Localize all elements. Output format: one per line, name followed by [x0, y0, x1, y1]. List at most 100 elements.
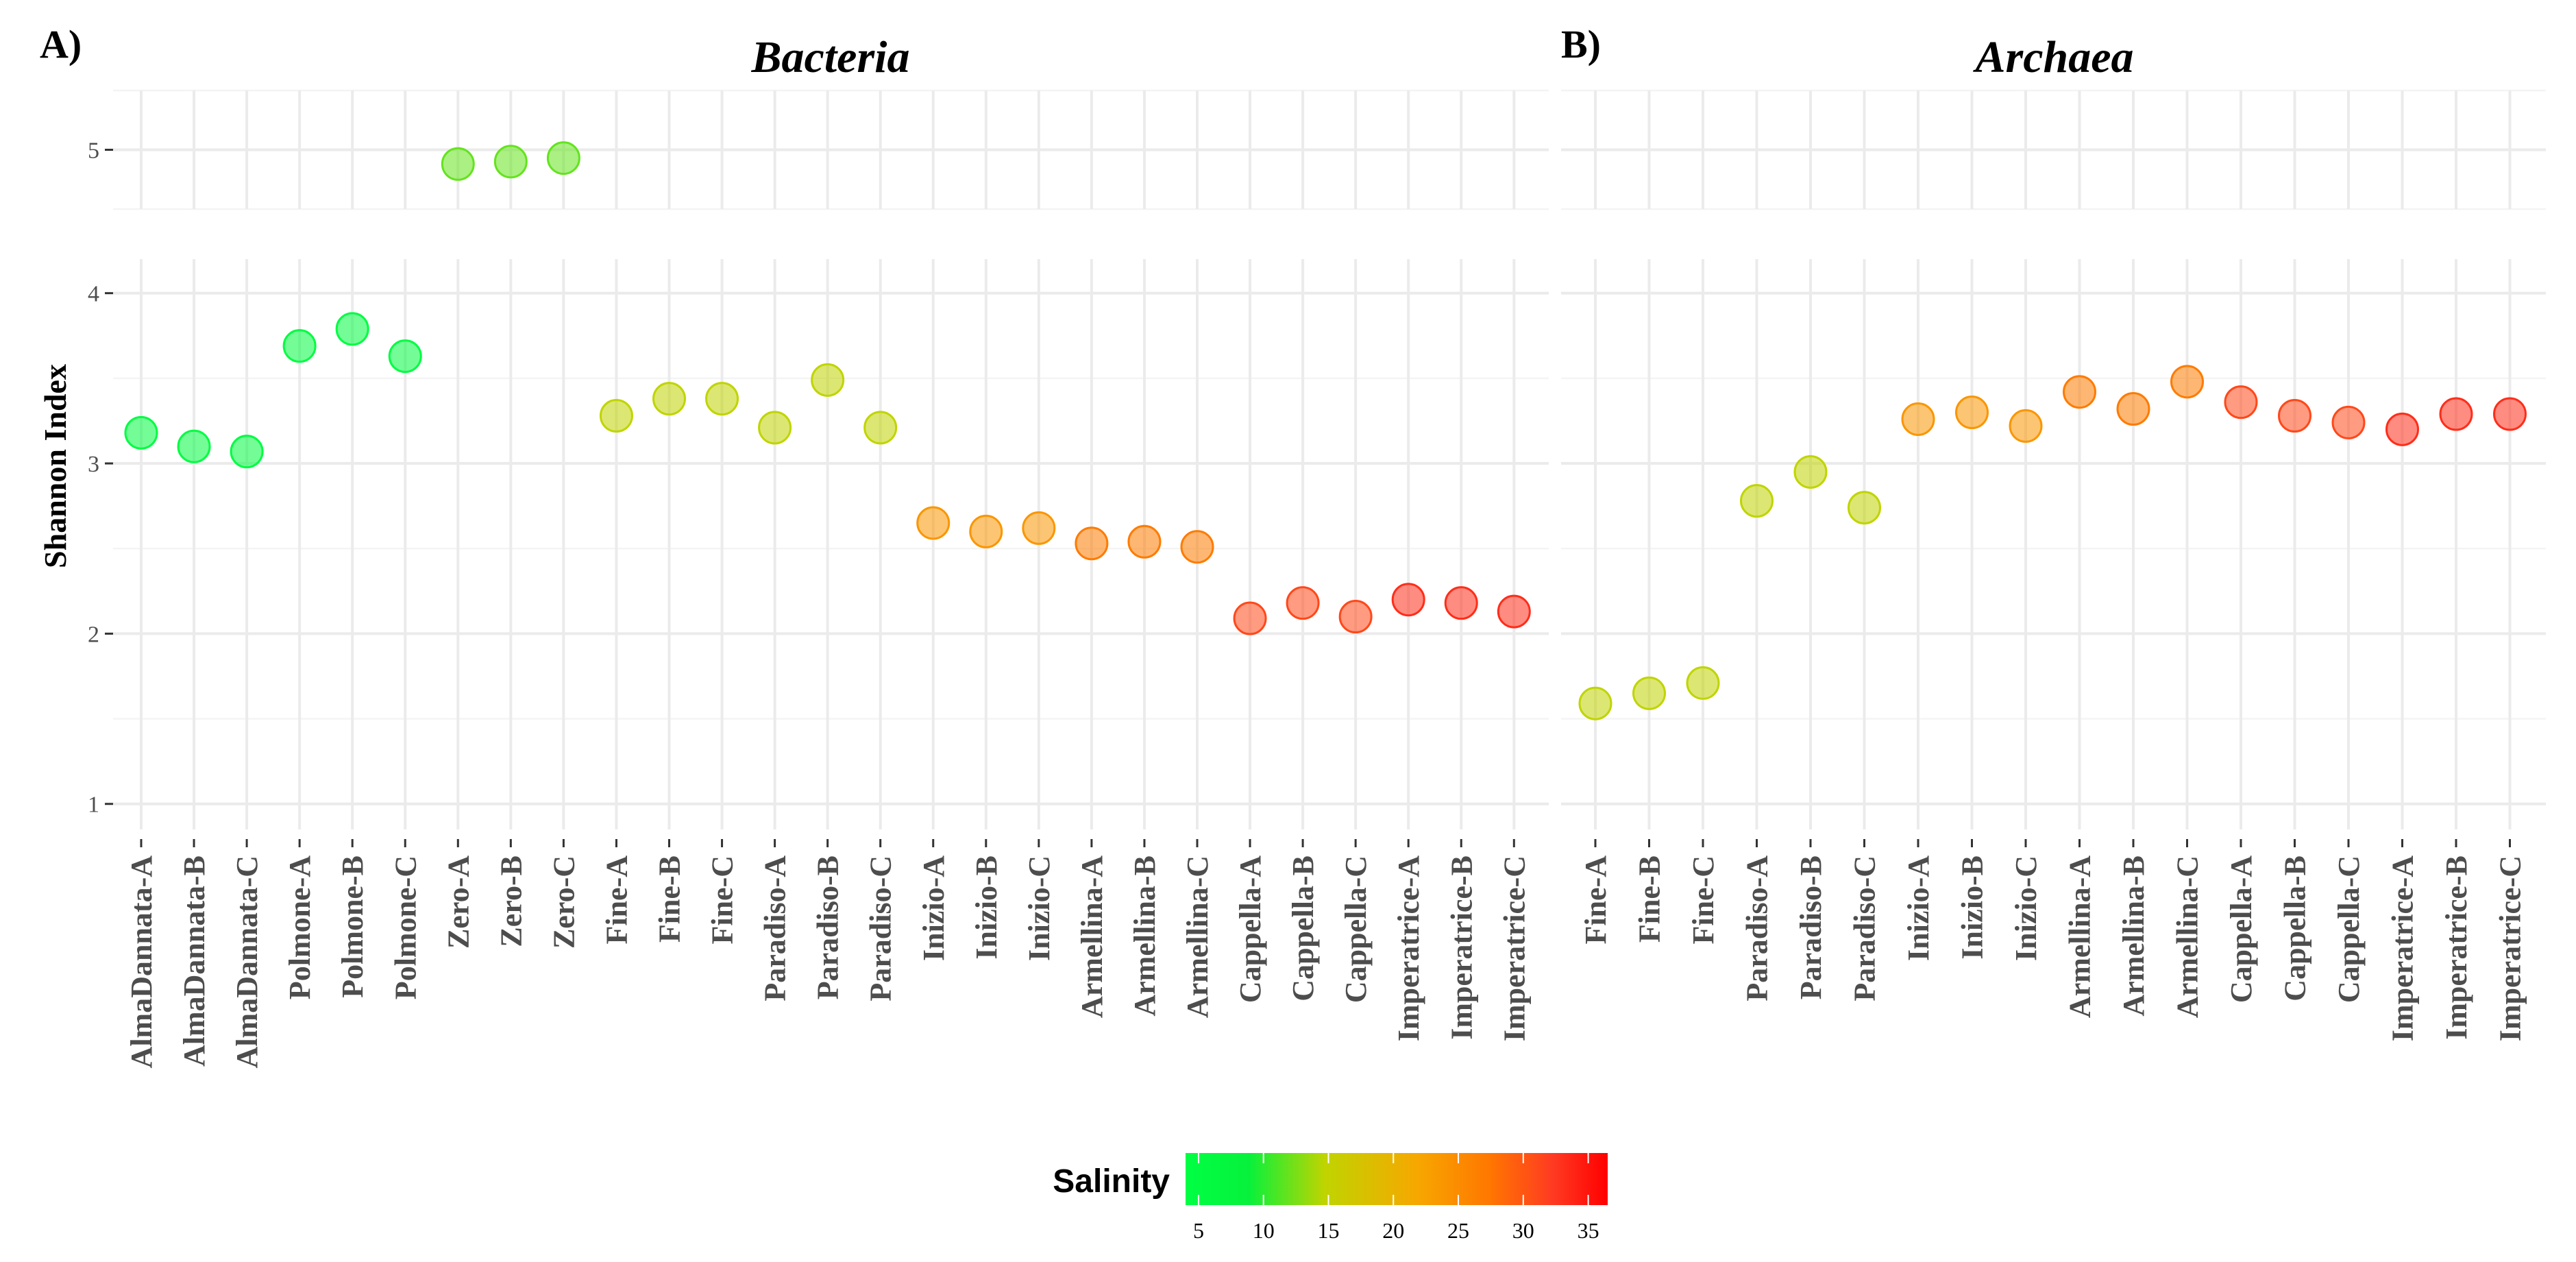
- x-tick-label: Cappella-C: [2332, 856, 2366, 1003]
- data-point: [1233, 601, 1267, 635]
- legend-tick-label: 10: [1253, 1218, 1275, 1243]
- x-tick-label: Imperatrice-C: [2494, 856, 2527, 1041]
- data-point: [1127, 524, 1162, 559]
- x-tick-label: Zero-B: [494, 856, 528, 947]
- data-point: [2116, 392, 2150, 426]
- x-tick-label: Imperatrice-C: [1497, 856, 1531, 1041]
- data-point: [493, 145, 528, 179]
- x-tick-label: Polmone-A: [283, 856, 317, 999]
- y-tick-label: 2: [88, 622, 99, 647]
- x-tick-label: Armellina-B: [2117, 856, 2150, 1017]
- x-tick-label: Imperatrice-A: [1392, 856, 1425, 1041]
- x-tick-label: Inizio-C: [1022, 856, 1056, 961]
- x-tick-label: Fine-C: [706, 856, 739, 945]
- x-tick-label: Paradiso-C: [864, 856, 898, 1002]
- y-tick-label: 4: [88, 282, 99, 307]
- x-tick-label: Inizio-C: [2009, 856, 2043, 961]
- data-point: [1901, 402, 1935, 436]
- x-tick-label: Cappella-C: [1339, 856, 1373, 1003]
- data-point: [2278, 398, 2311, 433]
- y-tick-label: 5: [88, 138, 99, 164]
- data-point: [1497, 594, 1531, 629]
- x-tick-label: AlmaDannata-A: [125, 856, 158, 1069]
- data-point: [1578, 686, 1612, 720]
- x-tick-label: Fine-C: [1686, 856, 1720, 945]
- legend-tick-label: 5: [1193, 1218, 1204, 1243]
- data-point: [1338, 600, 1373, 634]
- x-tick-label: AlmaDannata-B: [177, 856, 211, 1067]
- data-point: [2224, 385, 2258, 420]
- data-point: [1955, 396, 1989, 430]
- data-point: [441, 147, 475, 181]
- x-tick-label: Armellina-B: [1128, 856, 1162, 1017]
- x-tick-label: Polmone-C: [389, 856, 422, 999]
- data-point: [1286, 586, 1320, 620]
- data-point: [2439, 397, 2473, 431]
- data-point: [177, 429, 211, 463]
- x-tick-label: Fine-A: [600, 856, 633, 945]
- data-point: [1740, 484, 1774, 518]
- data-point: [1180, 530, 1214, 564]
- data-point: [1444, 586, 1478, 620]
- legend-tick-label: 25: [1447, 1218, 1469, 1243]
- x-tick-label: Polmone-B: [336, 856, 369, 998]
- data-point: [282, 329, 317, 363]
- panel-a-plot: 1 2 3 4 5 AlmaDannata-A AlmaDannata-B AlmaDanna…: [88, 89, 1549, 1069]
- x-tick-label: Cappella-B: [1286, 856, 1320, 1002]
- data-point: [2170, 365, 2204, 399]
- legend-colorbar: [1186, 1153, 1608, 1205]
- data-point: [388, 339, 422, 374]
- x-tick-label: Cappella-B: [2279, 856, 2312, 1002]
- data-point: [335, 312, 369, 346]
- x-tick-label: Imperatrice-B: [2440, 856, 2473, 1040]
- data-point: [916, 506, 950, 540]
- data-point: [2331, 405, 2366, 439]
- x-tick-label: Fine-B: [653, 856, 687, 943]
- x-tick-label: AlmaDannata-C: [230, 856, 264, 1068]
- x-tick-label: Armellina-A: [2063, 856, 2097, 1018]
- data-point: [1686, 666, 1720, 700]
- x-tick-label: Paradiso-B: [811, 856, 845, 999]
- x-tick-label: Paradiso-B: [1794, 856, 1828, 999]
- data-point: [1391, 583, 1425, 617]
- data-point: [863, 411, 898, 445]
- x-tick-label: Fine-A: [1579, 856, 1612, 945]
- panel-b-title: Archaea: [1973, 32, 2134, 82]
- y-tick-label: 1: [88, 792, 99, 818]
- data-point: [546, 141, 580, 175]
- data-point: [1848, 491, 1881, 525]
- data-point: [1632, 676, 1666, 710]
- data-point: [2063, 375, 2096, 409]
- data-point: [124, 415, 158, 450]
- panel-b-plot: Fine-A Fine-B Fine-C Paradiso-A Paradiso-B Pa…: [1561, 89, 2546, 1041]
- data-point: [230, 435, 264, 469]
- y-tick-label: 3: [88, 452, 99, 477]
- data-point: [2493, 397, 2527, 431]
- x-tick-label: Cappella-A: [2224, 856, 2258, 1003]
- x-tick-label: Paradiso-A: [1741, 856, 1774, 1002]
- x-tick-label: Armellina-C: [2171, 856, 2205, 1018]
- data-point: [811, 363, 845, 397]
- x-tick-label: Zero-C: [547, 856, 580, 949]
- x-tick-label: Zero-A: [441, 856, 475, 949]
- data-point: [1793, 454, 1828, 489]
- legend-tick-label: 15: [1317, 1218, 1339, 1243]
- legend-tick-label: 30: [1512, 1218, 1534, 1243]
- y-axis-label: Shannon Index: [38, 364, 73, 568]
- x-tick-label: Inizio-A: [917, 856, 950, 961]
- x-tick-label: Imperatrice-A: [2386, 856, 2420, 1041]
- x-tick-label: Inizio-A: [1902, 856, 1935, 961]
- x-tick-label: Inizio-B: [1956, 856, 1989, 960]
- legend-ticks: 5 10 15 20 25 30 35: [1193, 1153, 1599, 1243]
- data-point: [2385, 412, 2419, 446]
- data-point: [652, 382, 686, 416]
- x-tick-label: Paradiso-C: [1848, 856, 1882, 1002]
- x-tick-label: Paradiso-A: [759, 856, 792, 1002]
- data-point: [1022, 511, 1056, 545]
- data-point: [758, 411, 792, 445]
- x-tick-label: Cappella-A: [1234, 856, 1267, 1003]
- x-tick-label: Fine-B: [1633, 856, 1667, 943]
- legend-tick-label: 20: [1382, 1218, 1404, 1243]
- data-point: [1075, 526, 1109, 561]
